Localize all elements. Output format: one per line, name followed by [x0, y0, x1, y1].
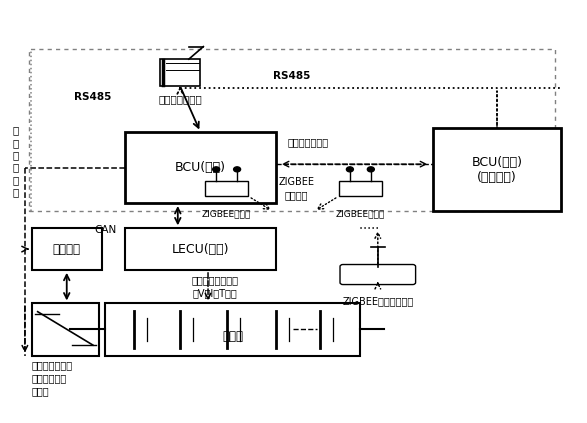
Bar [339, 181, 382, 196]
Bar [32, 303, 99, 355]
Bar [433, 128, 561, 212]
Text: RS485: RS485 [273, 71, 311, 81]
Text: 输出模块: 输出模块 [53, 242, 81, 255]
Text: RS485: RS485 [74, 92, 112, 102]
Text: ZIGBEE协调器: ZIGBEE协调器 [202, 209, 251, 218]
Text: ZIGBEE终端设备节点: ZIGBEE终端设备节点 [342, 296, 413, 306]
Text: ZIGBEE协调器: ZIGBEE协调器 [336, 209, 385, 218]
Text: LECU(从控): LECU(从控) [172, 242, 229, 255]
FancyBboxPatch shape [340, 264, 416, 285]
Text: CAN: CAN [94, 225, 116, 235]
Text: 主从热备份冗余: 主从热备份冗余 [288, 137, 329, 148]
Bar [125, 132, 276, 203]
Text: 电池组: 电池组 [222, 330, 243, 343]
Bar [160, 59, 201, 86]
Bar [32, 228, 102, 270]
Circle shape [234, 167, 241, 172]
Circle shape [212, 167, 220, 172]
Text: BCU(主控): BCU(主控) [175, 161, 226, 174]
Circle shape [367, 167, 375, 172]
Text: 独
立
线
路
冗
余: 独 立 线 路 冗 余 [12, 125, 19, 198]
Bar [29, 49, 555, 212]
Bar [125, 228, 276, 270]
Bar [205, 181, 248, 196]
Text: 电池状态参数采集
（V、I、T等）: 电池状态参数采集 （V、I、T等） [191, 275, 238, 298]
Circle shape [346, 167, 353, 172]
Text: ZIGBEE
无线冗余: ZIGBEE 无线冗余 [278, 177, 315, 200]
Text: 电池组继电器总
开关、加热器
风扇等: 电池组继电器总 开关、加热器 风扇等 [32, 360, 73, 396]
Text: 上位机后台监控: 上位机后台监控 [158, 94, 202, 104]
Text: BCU(主控)
(备用设备): BCU(主控) (备用设备) [471, 156, 522, 184]
Bar [104, 303, 360, 355]
